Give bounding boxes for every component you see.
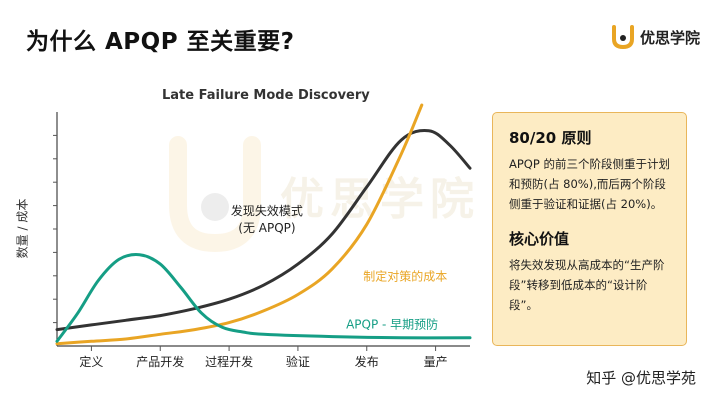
panel-text-value: 将失效发现从高成本的“生产阶段”转移到低成本的“设计阶段”。 <box>509 258 665 312</box>
u-logo-icon <box>611 25 634 50</box>
panel-text-principle: APQP 的前三个阶段侧重于计划和预防(占 80%),而后两个阶段侧重于验证和证… <box>509 157 670 211</box>
brand: 优思学院 <box>610 24 700 50</box>
watermark-logo-icon <box>169 136 261 253</box>
background-watermark: 优思学院 <box>160 135 490 255</box>
x-tick-label: 验证 <box>286 354 310 369</box>
series-line-failure-discovery <box>55 128 472 332</box>
panel-heading-value: 核心价值 <box>509 230 570 248</box>
series-label-apqp-prevention: APQP - 早期预防 <box>346 316 438 331</box>
x-tick-label: 发布 <box>355 354 379 369</box>
series-label-countermeasure-cost: 制定对策的成本 <box>363 268 447 283</box>
x-tick-label: 过程开发 <box>205 354 253 369</box>
series-line-apqp-prevention <box>55 253 472 343</box>
x-tick-label: 产品开发 <box>136 354 184 369</box>
series-line-countermeasure-cost <box>55 103 424 346</box>
footer-watermark: 知乎 @优思学苑 <box>586 369 696 387</box>
x-tick-label: 定义 <box>79 354 103 369</box>
panel-heading-principle: 80/20 原则 <box>509 129 592 147</box>
principle-panel: 80/20 原则 APQP 的前三个阶段侧重于计划和预防(占 80%),而后两个… <box>492 112 687 346</box>
page-title: 为什么 APQP 至关重要? <box>26 29 295 55</box>
series-label-failure-discovery: 发现失效模式(无 APQP) <box>231 203 303 235</box>
chart-title: Late Failure Mode Discovery <box>162 88 370 103</box>
brand-name: 优思学院 <box>639 28 700 47</box>
x-tick-label: 量产 <box>424 355 448 369</box>
watermark-text: 优思学院 <box>280 174 480 225</box>
